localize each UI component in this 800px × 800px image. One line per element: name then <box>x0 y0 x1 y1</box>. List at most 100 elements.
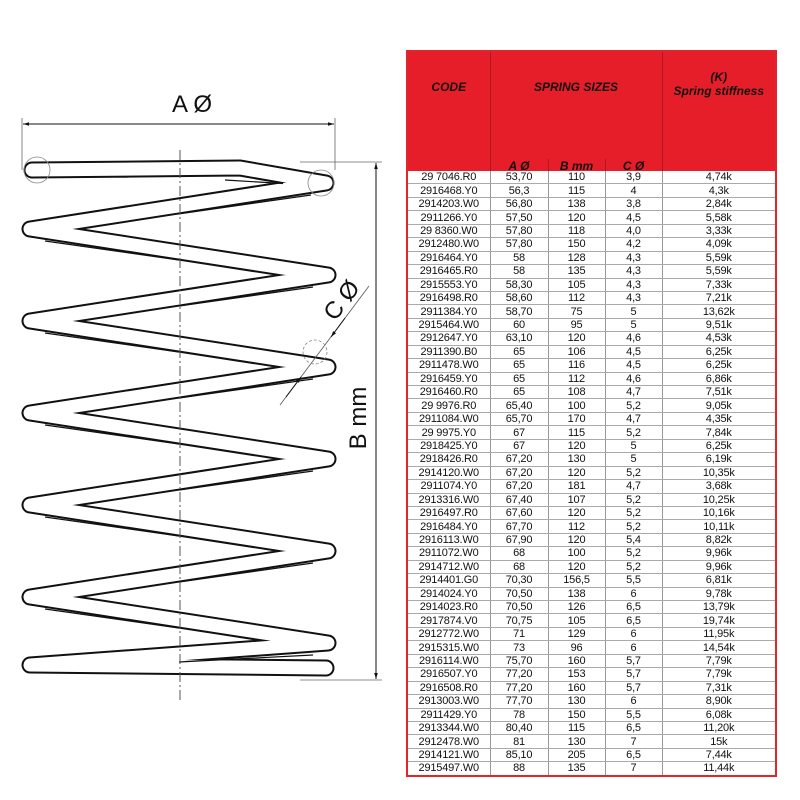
cell-k: 4,74k <box>662 171 776 185</box>
spring-back-coil-line <box>44 240 180 261</box>
cell-k: 7,79k <box>662 667 776 682</box>
spring-wire-fill <box>23 161 335 675</box>
cell-code: 2911390.B0 <box>407 345 491 360</box>
table-row: 2914023.R0 70,50 126 6,5 13,79k <box>407 600 776 615</box>
cell-code: 2912647.Y0 <box>407 331 491 346</box>
cell-c: 6,5 <box>605 600 663 615</box>
cell-code: 2913316.W0 <box>407 493 491 507</box>
cell-a: 53,70 <box>490 171 549 185</box>
cell-b: 112 <box>548 291 606 306</box>
cell-c: 3,8 <box>605 197 663 212</box>
spring-back-coil-line <box>224 179 284 185</box>
cell-c: 5,7 <box>605 681 663 696</box>
table-row: 2915464.W0 60 95 5 9,51k <box>407 318 776 333</box>
cell-b: 100 <box>548 398 606 413</box>
cell-code: 2916507.Y0 <box>407 667 491 682</box>
spring-coils <box>21 159 337 677</box>
cell-k: 7,84k <box>662 425 776 440</box>
cell-b: 75 <box>548 304 606 319</box>
cell-code: 2914203.W0 <box>407 197 491 212</box>
cell-b: 112 <box>548 372 606 387</box>
cell-k: 6,81k <box>662 573 776 588</box>
cell-c: 4,2 <box>605 237 663 252</box>
cell-c: 5,4 <box>605 533 663 548</box>
cell-b: 96 <box>548 640 606 655</box>
cell-b: 105 <box>548 278 606 292</box>
cell-a: 58,60 <box>490 291 549 306</box>
cell-c: 4 <box>605 183 663 198</box>
cell-k: 10,11k <box>662 519 776 534</box>
spring-back-coil-line <box>178 654 314 663</box>
spring-back-coil-line <box>44 332 180 353</box>
cell-b: 105 <box>548 613 606 628</box>
header-stiffness-k: (K) <box>710 70 728 84</box>
cell-c: 5,2 <box>605 506 663 521</box>
cell-k: 2,84k <box>662 197 776 212</box>
cell-code: 2915553.Y0 <box>407 278 491 292</box>
table-row: 2915315.W0 73 96 6 14,54k <box>407 640 776 655</box>
cell-code: 2916498.R0 <box>407 291 491 306</box>
cell-code: 2916464.Y0 <box>407 251 491 266</box>
cell-b: 138 <box>548 587 606 602</box>
cell-c: 5,5 <box>605 708 663 722</box>
cell-c: 6 <box>605 694 663 709</box>
cell-b: 130 <box>548 452 606 467</box>
cell-a: 70,30 <box>490 573 549 588</box>
table-row: 2916460.R0 65 108 4,7 7,51k <box>407 385 776 400</box>
cell-c: 4,5 <box>605 210 663 225</box>
cell-c: 4,7 <box>605 385 663 400</box>
cell-a: 63,10 <box>490 331 549 346</box>
table-row: 2916114.W0 75,70 160 5,7 7,79k <box>407 654 776 669</box>
cell-k: 13,62k <box>662 304 776 319</box>
cell-code: 2913344.W0 <box>407 721 491 736</box>
cell-a: 67,90 <box>490 533 549 548</box>
table-row: 2916498.R0 58,60 112 4,3 7,21k <box>407 291 776 306</box>
cell-a: 67,20 <box>490 466 549 481</box>
cell-c: 5,7 <box>605 654 663 669</box>
cell-k: 6,25k <box>662 345 776 360</box>
table-row: 29 9975.Y0 67 115 5,2 7,84k <box>407 425 776 440</box>
cell-c: 4,3 <box>605 291 663 306</box>
cell-code: 29 8360.W0 <box>407 224 491 239</box>
cell-a: 65 <box>490 385 549 400</box>
spring-back-coil-line <box>178 562 314 583</box>
cell-a: 57,50 <box>490 210 549 225</box>
cell-k: 7,51k <box>662 385 776 400</box>
cell-b: 95 <box>548 318 606 333</box>
cell-a: 81 <box>490 734 549 749</box>
spring-back-coil-line <box>178 378 314 399</box>
cell-a: 71 <box>490 627 549 642</box>
cell-code: 29 9975.Y0 <box>407 425 491 440</box>
table-row: 2913003.W0 77,70 130 6 8,90k <box>407 694 776 709</box>
cell-a: 60 <box>490 318 549 333</box>
cell-c: 5,2 <box>605 398 663 413</box>
table-row: 2911429.Y0 78 150 5,5 6,08k <box>407 708 776 722</box>
cell-a: 56,80 <box>490 197 549 212</box>
cell-code: 2916484.Y0 <box>407 519 491 534</box>
cell-k: 3,68k <box>662 479 776 494</box>
cell-k: 19,74k <box>662 613 776 628</box>
cell-b: 138 <box>548 197 606 212</box>
cell-k: 3,33k <box>662 224 776 239</box>
cell-a: 68 <box>490 546 549 561</box>
cell-k: 15k <box>662 734 776 749</box>
cell-b: 205 <box>548 748 606 763</box>
cell-a: 65,40 <box>490 398 549 413</box>
cell-a: 70,50 <box>490 587 549 602</box>
cell-k: 13,79k <box>662 600 776 615</box>
cell-a: 65 <box>490 358 549 373</box>
table-row: 2912480.W0 57,80 150 4,2 4,09k <box>407 237 776 252</box>
cell-k: 7,79k <box>662 654 776 669</box>
cell-c: 3,9 <box>605 171 663 185</box>
header-stiffness-label: Spring stiffness <box>673 84 764 98</box>
cell-code: 2911072.W0 <box>407 546 491 561</box>
cell-code: 2916468.Y0 <box>407 183 491 198</box>
cell-b: 120 <box>548 331 606 346</box>
table-row: 2914203.W0 56,80 138 3,8 2,84k <box>407 197 776 212</box>
cell-code: 2914023.R0 <box>407 600 491 615</box>
dimension-c-arrow-top <box>330 317 346 338</box>
table-row: 2911390.B0 65 106 4,5 6,25k <box>407 345 776 360</box>
cell-a: 67,20 <box>490 479 549 494</box>
cell-code: 2911478.W0 <box>407 358 491 373</box>
cell-c: 5,2 <box>605 546 663 561</box>
